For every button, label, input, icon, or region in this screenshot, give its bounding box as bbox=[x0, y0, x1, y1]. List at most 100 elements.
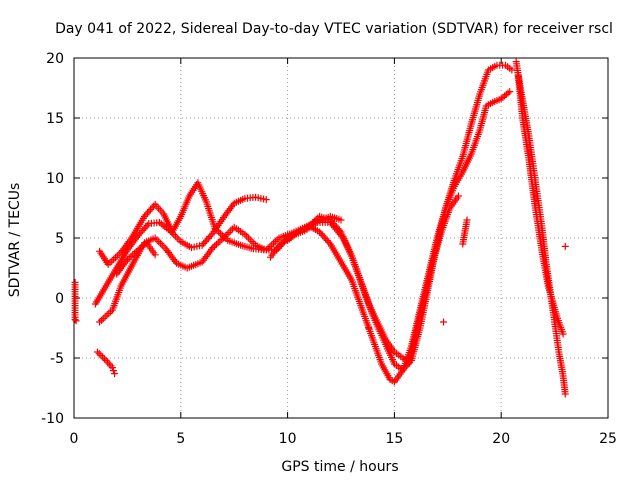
data-point bbox=[319, 231, 327, 239]
data-point bbox=[260, 195, 268, 203]
data-point bbox=[137, 228, 145, 236]
data-point bbox=[274, 243, 282, 251]
data-point bbox=[218, 216, 226, 224]
data-point bbox=[320, 233, 328, 241]
data-series bbox=[71, 58, 569, 398]
data-point bbox=[95, 350, 103, 358]
data-point bbox=[433, 242, 441, 250]
data-point bbox=[347, 250, 355, 258]
data-point bbox=[208, 245, 216, 253]
data-point bbox=[561, 242, 569, 250]
data-point bbox=[334, 225, 342, 233]
data-point bbox=[72, 317, 80, 325]
data-point bbox=[201, 196, 209, 204]
data-point bbox=[260, 246, 268, 254]
data-point bbox=[328, 218, 336, 226]
data-point bbox=[358, 280, 366, 288]
data-point bbox=[184, 194, 192, 202]
data-point bbox=[201, 238, 209, 246]
data-point bbox=[204, 234, 212, 242]
y-tick-label: 5 bbox=[55, 231, 64, 247]
data-point bbox=[491, 62, 499, 70]
data-point bbox=[206, 233, 214, 241]
data-point bbox=[336, 256, 344, 264]
series-track-8 bbox=[514, 72, 567, 338]
data-point bbox=[463, 218, 471, 226]
data-point bbox=[441, 206, 449, 214]
data-point bbox=[293, 229, 300, 237]
data-point bbox=[388, 377, 396, 385]
data-point bbox=[559, 370, 567, 378]
series-track-9 bbox=[93, 348, 119, 378]
data-point bbox=[502, 90, 510, 98]
y-axis-label: SDTVAR / TECUs bbox=[7, 183, 23, 298]
data-point bbox=[195, 242, 203, 250]
data-point bbox=[153, 219, 161, 227]
data-point bbox=[111, 370, 119, 378]
data-point bbox=[97, 351, 105, 359]
data-point bbox=[466, 152, 474, 160]
data-point bbox=[203, 236, 211, 244]
series-track-6 bbox=[305, 61, 516, 374]
data-point bbox=[346, 274, 354, 282]
data-point bbox=[450, 179, 458, 187]
data-point bbox=[140, 225, 148, 233]
data-point bbox=[552, 310, 560, 318]
data-point bbox=[475, 128, 483, 136]
data-point bbox=[239, 229, 247, 237]
x-tick-label: 0 bbox=[70, 431, 79, 447]
data-point bbox=[148, 204, 156, 212]
x-tick-label: 20 bbox=[492, 431, 510, 447]
series-outliers bbox=[71, 216, 569, 332]
data-point bbox=[139, 214, 147, 222]
y-tick-label: -10 bbox=[41, 411, 64, 427]
data-point bbox=[415, 326, 423, 334]
data-point bbox=[142, 211, 150, 219]
y-tick-labels: -10 -5 0 5 10 15 20 bbox=[41, 51, 64, 427]
data-point bbox=[139, 242, 147, 250]
data-point bbox=[424, 284, 432, 292]
data-point bbox=[317, 230, 325, 238]
data-point bbox=[550, 316, 558, 324]
data-point bbox=[499, 61, 507, 69]
data-point bbox=[555, 346, 563, 354]
y-tick-label: 10 bbox=[46, 171, 64, 187]
data-point bbox=[558, 328, 566, 336]
data-point bbox=[142, 223, 150, 231]
data-point bbox=[385, 374, 393, 382]
data-point bbox=[377, 358, 385, 366]
data-point bbox=[129, 260, 137, 268]
y-tick-label: 15 bbox=[46, 111, 64, 127]
data-point bbox=[234, 240, 242, 248]
data-point bbox=[158, 208, 166, 216]
x-axis-label: GPS time / hours bbox=[281, 459, 398, 475]
data-point bbox=[322, 235, 330, 243]
data-point bbox=[458, 155, 466, 163]
data-point bbox=[368, 334, 376, 342]
data-point bbox=[544, 280, 552, 288]
data-point bbox=[116, 284, 124, 292]
series-track-5 bbox=[284, 88, 514, 386]
data-point bbox=[440, 318, 448, 326]
data-point bbox=[329, 219, 337, 227]
data-point bbox=[200, 239, 208, 247]
y-tick-label: 0 bbox=[55, 291, 64, 307]
data-point bbox=[314, 214, 322, 222]
data-point bbox=[407, 344, 415, 352]
x-tick-label: 5 bbox=[176, 431, 185, 447]
data-point bbox=[332, 223, 340, 231]
data-point bbox=[239, 195, 247, 203]
series-track-1 bbox=[91, 193, 270, 308]
data-point bbox=[100, 355, 108, 363]
data-point bbox=[561, 388, 569, 396]
axis-ticks bbox=[73, 57, 609, 419]
data-point bbox=[132, 248, 140, 256]
data-point bbox=[314, 227, 322, 235]
data-point bbox=[160, 243, 168, 251]
data-point bbox=[110, 367, 118, 375]
data-point bbox=[368, 310, 376, 318]
data-point bbox=[495, 96, 503, 104]
data-point bbox=[115, 250, 123, 258]
data-point bbox=[150, 249, 158, 257]
